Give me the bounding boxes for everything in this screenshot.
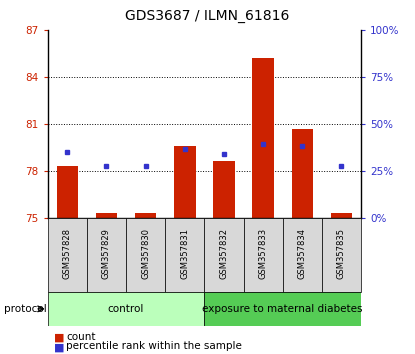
Bar xyxy=(244,218,283,292)
Bar xyxy=(126,218,165,292)
Bar xyxy=(205,218,244,292)
Text: exposure to maternal diabetes: exposure to maternal diabetes xyxy=(203,304,363,314)
Bar xyxy=(283,218,322,292)
Bar xyxy=(48,218,87,292)
Bar xyxy=(213,161,235,218)
Text: percentile rank within the sample: percentile rank within the sample xyxy=(66,341,242,351)
Bar xyxy=(331,213,352,218)
Bar xyxy=(135,213,156,218)
Text: GSM357829: GSM357829 xyxy=(102,228,111,279)
Text: GSM357834: GSM357834 xyxy=(298,228,307,279)
Text: GSM357835: GSM357835 xyxy=(337,228,346,279)
Bar xyxy=(174,146,195,218)
Text: GSM357830: GSM357830 xyxy=(141,228,150,279)
Bar xyxy=(56,166,78,218)
Bar xyxy=(322,218,361,292)
Text: GSM357831: GSM357831 xyxy=(180,228,189,279)
Bar xyxy=(165,218,204,292)
Bar xyxy=(291,129,313,218)
Text: GSM357833: GSM357833 xyxy=(259,228,268,279)
Text: GSM357828: GSM357828 xyxy=(63,228,72,279)
Text: ■: ■ xyxy=(54,333,64,343)
Bar xyxy=(205,292,361,326)
Bar xyxy=(48,292,205,326)
Bar xyxy=(96,213,117,218)
Text: control: control xyxy=(108,304,144,314)
Bar xyxy=(252,58,274,218)
Text: protocol: protocol xyxy=(4,304,47,314)
Text: GDS3687 / ILMN_61816: GDS3687 / ILMN_61816 xyxy=(125,9,290,23)
Text: ■: ■ xyxy=(54,342,64,352)
Bar xyxy=(87,218,126,292)
Text: GSM357832: GSM357832 xyxy=(220,228,229,279)
Text: count: count xyxy=(66,332,96,342)
